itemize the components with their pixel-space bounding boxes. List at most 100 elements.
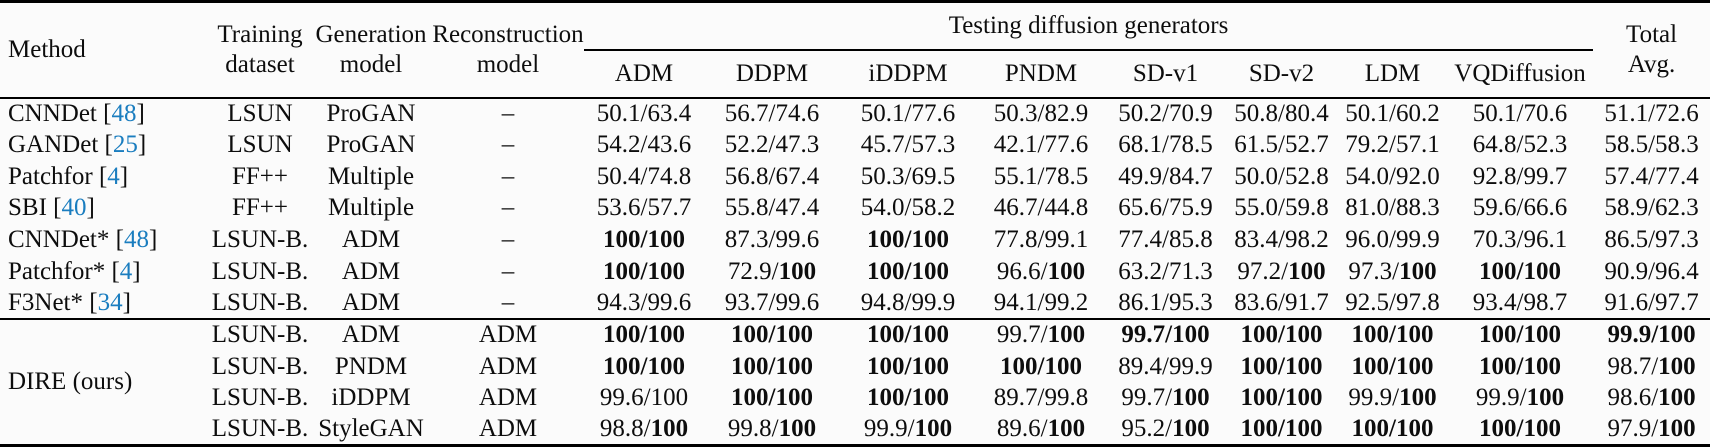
score-cell: 100/100 [840, 224, 976, 256]
score-acc: 100 [1351, 415, 1390, 443]
score-acc: 54.0 [860, 194, 905, 222]
citation-link[interactable]: 34 [97, 288, 123, 316]
col-header-adm: ADM [584, 49, 704, 99]
score-cell: 54.0/92.0 [1338, 161, 1447, 193]
score-acc: 86.1 [1118, 288, 1163, 316]
score-acc: 92.8 [1472, 162, 1517, 190]
table-row: CNNDet* [48] LSUN-B. ADM –100/100 87.3/99.6 1… [0, 224, 1710, 256]
score-acc: 89.6 [996, 415, 1041, 443]
score-acc: 58.5 [1604, 131, 1649, 159]
score-separator: / [904, 194, 912, 222]
score-ap: 100 [775, 321, 813, 349]
score-separator: / [1516, 162, 1524, 190]
score-ap: 100 [911, 352, 949, 380]
score-ap: 100 [650, 415, 689, 443]
table-row: DIRE (ours) LSUN-B. ADM ADM 100/100 100/100 10… [0, 319, 1710, 395]
score-separator: / [1278, 321, 1285, 349]
score-cell: 46.7/44.8 [976, 192, 1106, 224]
score-acc: 50.1 [860, 100, 905, 128]
score-acc: 99.9 [1607, 321, 1652, 349]
col-header-training-dataset: Training dataset [210, 1, 310, 99]
score-acc: 51.1 [1604, 100, 1649, 128]
score-cell: 100/100 [584, 319, 704, 351]
score-cell: 89.6/100 [976, 414, 1106, 446]
score-cell: 100/100 [1447, 256, 1593, 288]
score-ap: 100 [911, 384, 949, 412]
score-cell: 99.9/100 [840, 414, 976, 446]
score-separator: / [640, 226, 648, 254]
score-ap: 98.2 [1284, 226, 1329, 254]
score-cell: 50.1/70.6 [1447, 98, 1593, 130]
score-cell: 100/100 [1338, 414, 1447, 446]
score-separator: / [907, 415, 915, 443]
score-cell: 100/100 [584, 256, 704, 288]
score-ap: 85.8 [1168, 226, 1213, 254]
score-separator: / [904, 100, 912, 128]
score-separator: / [1516, 321, 1524, 349]
score-ap: 100 [1395, 321, 1434, 349]
score-separator: / [1037, 100, 1045, 128]
score-cell: 94.8/99.9 [840, 287, 976, 320]
score-acc: 50.4 [596, 162, 641, 190]
score-separator: / [904, 384, 912, 412]
reconstruction-model-cell: ADM [478, 384, 538, 412]
score-acc: 50.8 [1234, 100, 1279, 128]
score-cell: 59.6/66.6 [1447, 192, 1593, 224]
score-cell: 86.1/95.3 [1106, 287, 1225, 320]
score-acc: 99.9 [1475, 384, 1520, 412]
score-acc: 100 [1479, 415, 1517, 443]
score-separator: / [904, 162, 912, 190]
score-separator: / [1516, 352, 1524, 380]
col-header-reconstruction-model: Reconstruction model [432, 1, 584, 99]
method-cell: CNNDet* [48] [8, 226, 158, 254]
table-row: F3Net* [34] LSUN-B. ADM –94.3/99.6 93.7/99.6… [0, 287, 1710, 320]
score-acc: 100 [1000, 352, 1038, 380]
score-acc: 52.2 [724, 131, 769, 159]
score-acc: 96.6 [996, 257, 1041, 285]
header-line: Reconstruction [432, 21, 584, 49]
score-cell: 100/100 [840, 382, 976, 414]
citation-link[interactable]: 48 [123, 226, 149, 254]
score-separator: / [1648, 162, 1656, 190]
score-cell: 99.9/100 [1593, 319, 1710, 351]
col-header-sd-v2: SD-v2 [1225, 49, 1338, 99]
score-ap: 100 [775, 352, 813, 380]
score-ap: 100 [1395, 415, 1434, 443]
score-ap: 100 [1047, 321, 1086, 349]
score-acc: 55.0 [1234, 194, 1279, 222]
score-ap: 99.1 [1044, 226, 1089, 254]
score-acc: 89.4 [1118, 352, 1163, 380]
citation-link[interactable]: 48 [111, 100, 137, 128]
score-acc: 63.2 [1118, 257, 1163, 285]
score-acc: 98.8 [599, 415, 644, 443]
score-ap: 99.6 [647, 288, 692, 316]
score-acc: 97.3 [1348, 257, 1393, 285]
score-cell: 96.0/99.9 [1338, 224, 1447, 256]
score-cell: 55.0/59.8 [1225, 192, 1338, 224]
citation-link[interactable]: 25 [112, 131, 138, 159]
score-separator: / [1165, 384, 1173, 412]
score-separator: / [768, 194, 776, 222]
score-separator: / [640, 162, 648, 190]
method-cell: CNNDet [48] [8, 100, 145, 128]
citation-link[interactable]: 4 [107, 162, 120, 190]
score-cell: 50.1/77.6 [840, 98, 976, 130]
score-ap: 99.9 [1168, 352, 1213, 380]
score-separator: / [1162, 226, 1169, 254]
score-cell: 99.8/100 [704, 414, 840, 446]
score-cell: 100/100 [704, 382, 840, 414]
score-cell: 57.4/77.4 [1593, 161, 1710, 193]
citation-link[interactable]: 4 [119, 257, 133, 285]
reconstruction-model-cell: ADM [478, 321, 538, 349]
score-ap: 70.9 [1168, 100, 1213, 128]
reconstruction-model-cell: – [501, 100, 515, 128]
score-separator: / [1516, 194, 1524, 222]
score-separator: / [1389, 352, 1396, 380]
score-acc: 87.3 [724, 226, 769, 254]
training-dataset-cell: LSUN-B. [211, 352, 309, 380]
citation-link[interactable]: 40 [61, 194, 87, 222]
score-cell: 56.7/74.6 [704, 98, 840, 130]
score-cell: 42.1/77.6 [976, 129, 1106, 161]
score-acc: 99.7 [996, 321, 1041, 349]
score-separator: / [1037, 226, 1045, 254]
